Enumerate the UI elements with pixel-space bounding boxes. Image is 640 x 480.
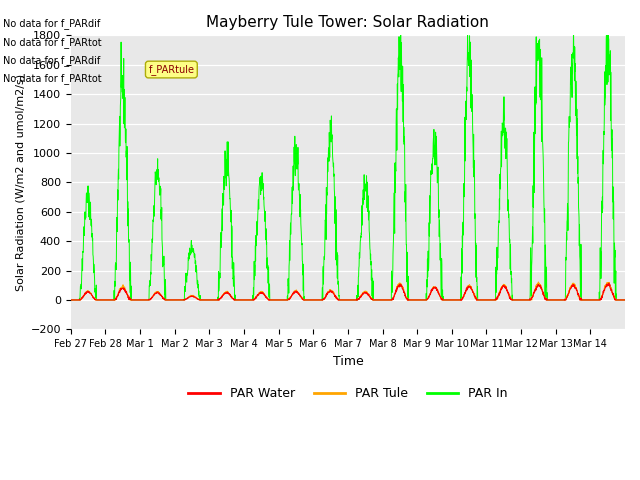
PAR Water — [621, 297, 629, 303]
Line: PAR Water: PAR Water — [71, 283, 625, 300]
PAR Tule — [614, 297, 621, 303]
Y-axis label: Solar Radiation (W/m2 and umol/m2/s): Solar Radiation (W/m2 and umol/m2/s) — [15, 74, 25, 291]
Legend: PAR Water, PAR Tule, PAR In: PAR Water, PAR Tule, PAR In — [184, 383, 513, 406]
PAR Tule — [67, 297, 75, 303]
Text: No data for f_PARdif: No data for f_PARdif — [3, 55, 100, 66]
PAR In — [614, 297, 621, 303]
PAR In — [621, 297, 629, 303]
PAR Tule — [621, 297, 629, 303]
PAR In — [242, 297, 250, 303]
PAR In — [67, 297, 75, 303]
X-axis label: Time: Time — [333, 355, 364, 368]
PAR Tule — [547, 297, 554, 303]
PAR Tule — [515, 297, 522, 303]
PAR In — [381, 297, 389, 303]
Text: No data for f_PARtot: No data for f_PARtot — [3, 73, 102, 84]
PAR Water — [381, 297, 389, 303]
PAR Water — [242, 297, 250, 303]
PAR Water — [605, 280, 612, 286]
PAR In — [122, 155, 130, 160]
Text: No data for f_PARtot: No data for f_PARtot — [3, 36, 102, 48]
PAR In — [570, 23, 577, 28]
PAR Tule — [534, 279, 542, 285]
PAR Tule — [381, 297, 389, 303]
Line: PAR In: PAR In — [71, 25, 625, 300]
PAR Tule — [122, 289, 130, 295]
PAR Tule — [242, 297, 250, 303]
Text: f_PARtule: f_PARtule — [148, 64, 195, 75]
PAR Water — [614, 297, 621, 303]
PAR Water — [515, 297, 522, 303]
PAR In — [546, 297, 554, 303]
Text: No data for f_PARdif: No data for f_PARdif — [3, 18, 100, 29]
PAR Water — [546, 297, 554, 303]
PAR Water — [122, 288, 130, 294]
Title: Mayberry Tule Tower: Solar Radiation: Mayberry Tule Tower: Solar Radiation — [207, 15, 490, 30]
Line: PAR Tule: PAR Tule — [71, 282, 625, 300]
PAR In — [515, 297, 522, 303]
PAR Water — [67, 297, 75, 303]
